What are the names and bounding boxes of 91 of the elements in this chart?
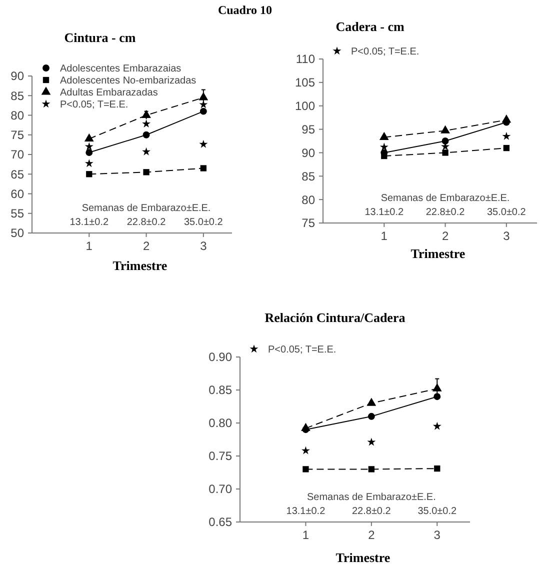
legend-label: Adolescentes No-embarizadas (60, 76, 196, 86)
y-tick-label: 85 (10, 88, 24, 103)
x-tick-label: 1 (86, 239, 93, 253)
point (381, 152, 388, 160)
annotation: 22.8±0.2 (352, 506, 392, 517)
x-tick-label: 1 (380, 229, 388, 243)
y-tick-label: 0.65 (208, 515, 232, 530)
point (440, 125, 450, 134)
y-tick-label: 50 (10, 226, 24, 240)
point (142, 110, 151, 118)
y-tick-label: 0.75 (208, 449, 232, 464)
point (301, 422, 310, 431)
point (84, 159, 94, 168)
point (503, 144, 510, 152)
y-tick-label: 65 (10, 167, 24, 182)
point (200, 108, 207, 115)
x-tick-label: 3 (200, 239, 208, 253)
point (502, 132, 511, 140)
y-tick-label: 0.85 (208, 383, 232, 398)
point (302, 466, 309, 472)
y-tick-label: 95 (302, 122, 316, 136)
x-tick-label: 2 (142, 239, 150, 253)
y-tick-label: 80 (10, 108, 24, 122)
y-tick-label: 100 (294, 99, 316, 114)
chart-title: Cadera - cm (336, 19, 404, 34)
annotation: 22.8±0.2 (426, 207, 466, 218)
y-tick-label: 60 (10, 186, 24, 201)
chart-title: Cintura - cm (64, 30, 136, 45)
y-tick-label: 90 (302, 146, 316, 160)
legend-label: P<0.05; T=E.E. (268, 344, 336, 356)
point (380, 142, 388, 151)
point (442, 150, 448, 156)
point (367, 438, 376, 446)
point (142, 131, 150, 138)
point (366, 398, 376, 406)
x-axis-title: Trimestre (410, 246, 466, 261)
point (86, 171, 92, 178)
point (502, 114, 512, 123)
text: Cuadro 10 (218, 3, 272, 17)
point (432, 422, 442, 430)
annotation: 13.1±0.2 (70, 217, 110, 228)
x-tick-label: 2 (368, 528, 376, 542)
annotation: Semanas de Embarazo±E.E. (380, 193, 510, 204)
annotation: 35.0±0.2 (487, 207, 526, 218)
point (379, 132, 389, 140)
point (198, 92, 208, 100)
x-axis-title: Trimestre (112, 258, 168, 273)
point (142, 147, 150, 156)
x-tick-label: 3 (503, 229, 510, 243)
legend-label: P<0.05; T=E.E. (60, 100, 128, 110)
point (199, 100, 208, 108)
annotation: 13.1±0.2 (364, 207, 404, 218)
y-tick-label: 80 (302, 192, 316, 207)
legend-label: Adultas Embarazadas (60, 88, 158, 98)
point (84, 142, 94, 150)
y-tick-label: 75 (302, 216, 316, 230)
y-tick-label: 0.70 (208, 482, 232, 496)
point (200, 165, 207, 172)
point (434, 465, 440, 472)
y-tick-label: 85 (302, 169, 316, 184)
x-axis-title: Trimestre (336, 550, 390, 565)
point (143, 169, 150, 176)
x-tick-label: 2 (442, 229, 449, 243)
annotation: 13.1±0.2 (286, 506, 326, 517)
y-tick-label: 70 (10, 148, 24, 162)
y-tick-label: 0.90 (208, 350, 232, 364)
point (86, 149, 93, 156)
annotation: Semanas de Embarazo±E.E. (82, 203, 211, 214)
chart-title: Relación Cintura/Cadera (264, 310, 406, 325)
y-tick-label: 90 (10, 69, 24, 84)
annotation: 35.0±0.2 (418, 506, 458, 517)
annotation: 35.0±0.2 (184, 217, 224, 228)
point (368, 466, 375, 472)
legend-label: Adolescentes Embarazaias (60, 64, 182, 74)
point (142, 119, 150, 128)
y-tick-label: 55 (10, 206, 24, 221)
y-tick-label: 75 (10, 128, 24, 142)
x-tick-label: 3 (434, 528, 441, 542)
y-tick-label: 110 (296, 52, 316, 66)
annotation: 22.8±0.2 (126, 217, 166, 228)
point (432, 383, 442, 392)
y-tick-label: 0.80 (208, 416, 232, 430)
annotation: Semanas de Embarazo±E.E. (306, 492, 436, 503)
y-tick-label: 105 (294, 76, 316, 90)
x-tick-label: 1 (302, 528, 310, 542)
legend-label: P<0.05; T=E.E. (351, 46, 420, 58)
point (199, 140, 208, 148)
point (442, 138, 449, 144)
point (302, 446, 310, 454)
point (368, 412, 375, 420)
point (84, 133, 94, 142)
